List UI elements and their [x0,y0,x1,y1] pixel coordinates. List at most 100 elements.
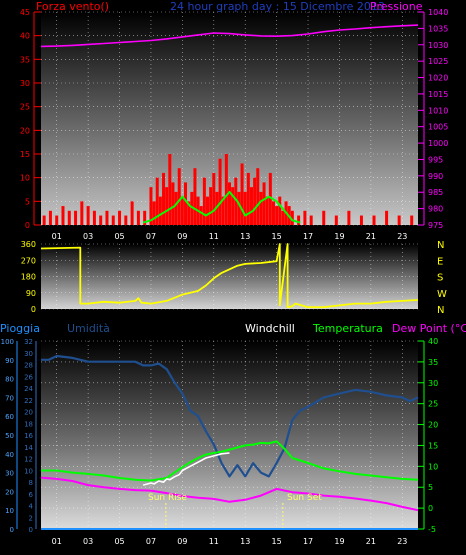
humidity-y-tick: 14 [24,444,33,452]
wind-bar [265,196,269,225]
wind-bar [221,196,225,225]
header-right: Pressione [370,0,423,13]
rain-y-tick: 100 [1,338,14,346]
humidity-y-tick: 8 [29,479,33,487]
wind-bar [99,215,103,225]
wind-bar [275,206,279,225]
wind-bar [228,182,231,225]
sunset-label: Sun Set [287,493,322,503]
humidity-y-tick: 24 [24,385,33,393]
temp-y-tick: 35 [428,358,438,367]
wind-bar [303,210,307,225]
wind-y-tick: 0 [25,221,30,230]
humidity-y-tick: 2 [29,514,33,522]
direction-panel-grid [41,243,418,310]
wind-bar [155,177,159,225]
wind-bar [372,215,376,225]
pressure-y-tick: 975 [428,221,443,230]
wind-bar [262,182,266,225]
wind-bar [281,210,285,225]
rain-y-tick: 20 [5,488,14,496]
sunrise-label: Sun Rise [148,493,187,503]
wind-bar [249,187,253,225]
label-umidita: Umidità [67,322,110,335]
temp-x-tick: 11 [209,537,219,546]
wind-x-tick: 17 [303,232,313,241]
wind-bar [206,196,210,225]
wind-bar [105,210,109,225]
pressure-y-tick: 1000 [428,139,448,148]
wind-bar [240,163,244,225]
wind-bar [165,187,169,225]
wind-x-tick: 21 [366,232,376,241]
pressure-y-tick: 1020 [428,74,448,83]
gust-line [142,190,301,224]
humidity-y-tick: 12 [24,456,33,464]
label-dewpoint: Dew Point (°C) [392,322,466,335]
pressure-y-tick: 1015 [428,90,448,99]
wind-bar [218,158,222,225]
wind-bar [171,182,175,225]
wind-x-tick: 09 [177,232,187,241]
wind-bar [158,196,162,225]
dir-y-tick: 360 [21,240,36,249]
temp-y-tick: 15 [428,441,438,450]
wind-bar [177,168,181,225]
wind-bar [118,210,122,225]
wind-bar [297,215,301,225]
rain-y-tick: 40 [5,451,14,459]
wind-bar [61,206,65,225]
temp-y-tick: 30 [428,379,438,388]
dewpoint-line [40,476,419,512]
wind-bar [48,210,52,225]
temp-x-tick: 19 [334,537,344,546]
temp-x-tick: 15 [272,537,282,546]
wind-bar [55,215,59,225]
wind-bar [309,215,313,225]
wind-bar [174,191,178,225]
wind-x-tick: 23 [397,232,407,241]
wind-bar [410,215,414,225]
wind-bar [67,210,71,225]
wind-bar [190,191,194,225]
humidity-y-tick: 26 [24,373,33,381]
header-center: 24 hour graph day : 15 Dicembre 2013 [170,0,385,13]
wind-y-tick: 10 [20,174,30,183]
windchill-line [142,452,230,486]
temp-y-tick: 5 [428,483,433,492]
temp-y-tick: 10 [428,462,438,471]
dir-y-tick: 180 [21,273,36,282]
humidity-y-tick: 4 [29,503,34,511]
wind-bar [80,201,84,225]
label-temperatura: Temperatura [312,322,383,335]
wind-y-tick: 15 [20,150,30,159]
temp-x-tick: 07 [146,537,156,546]
wind-bar [152,201,156,225]
wind-bar [347,210,351,225]
wind-bar [224,154,228,225]
wind-y-tick: 45 [20,8,30,17]
wind-bar [168,154,172,225]
wind-bar [253,177,257,225]
dir-y-tick: 270 [21,256,36,265]
wind-x-tick: 03 [83,232,93,241]
wind-bar [322,210,326,225]
label-pioggia: Pioggia [0,322,40,335]
wind-bar [359,215,363,225]
dir-compass-label: S [437,273,443,284]
pressure-y-tick: 1040 [428,8,448,17]
pressure-y-tick: 1005 [428,123,448,132]
rain-y-tick: 50 [5,432,14,440]
pressure-y-tick: 985 [428,188,443,197]
humidity-y-tick: 32 [24,338,33,346]
rain-y-tick: 10 [5,507,14,515]
pressure-y-tick: 1030 [428,41,448,50]
wind-x-tick: 15 [272,232,282,241]
wind-bar [74,210,78,225]
pressure-y-tick: 1025 [428,57,448,66]
wind-panel-series [40,24,419,225]
humidity-y-tick: 10 [24,467,33,475]
wind-bar [271,201,275,225]
direction-line [40,243,419,309]
pressure-y-tick: 995 [428,155,443,164]
